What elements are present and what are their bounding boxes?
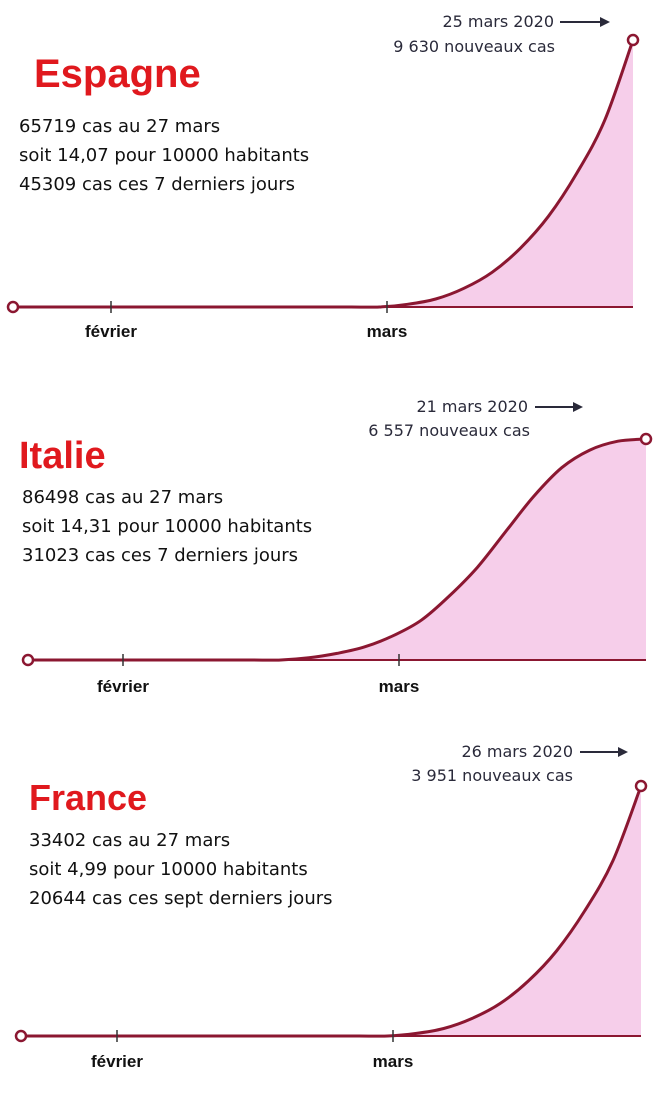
italie-area-fill [28, 439, 646, 661]
france-curve-line [21, 785, 643, 1038]
france-annotation-date: 26 mars 2020 [461, 742, 573, 761]
france-tick-label-mars: mars [373, 1052, 414, 1071]
italie-end-marker [639, 432, 653, 446]
france-stat-cases: 33402 cas au 27 mars [29, 830, 230, 851]
france-title: France [29, 777, 147, 818]
italie-stat-rate: soit 14,31 pour 10000 habitants [22, 516, 312, 537]
espagne-area-fill [13, 40, 633, 308]
espagne-stat-rate: soit 14,07 pour 10000 habitants [19, 145, 309, 166]
italie-title: Italie [19, 435, 106, 477]
panel-france: février mars France 33402 cas au 27 mars… [14, 742, 648, 1071]
italie-annotation-arrow-icon [573, 402, 583, 412]
italie-annotation-date: 21 mars 2020 [416, 397, 528, 416]
france-end-marker [634, 779, 648, 793]
france-stat-week: 20644 cas ces sept derniers jours [29, 888, 333, 909]
france-tick-label-fevrier: février [91, 1052, 143, 1071]
espagne-tick-label-mars: mars [367, 322, 408, 341]
espagne-tick-label-fevrier: février [85, 322, 137, 341]
france-annotation-arrow-icon [618, 747, 628, 757]
espagne-annotation-date: 25 mars 2020 [442, 12, 554, 31]
italie-stat-cases: 86498 cas au 27 mars [22, 487, 223, 508]
france-start-marker [14, 1029, 28, 1043]
italie-stat-week: 31023 cas ces 7 derniers jours [22, 545, 298, 566]
espagne-stat-week: 45309 cas ces 7 derniers jours [19, 174, 295, 195]
espagne-start-marker [6, 300, 20, 314]
espagne-annotation-arrow-icon [600, 17, 610, 27]
espagne-stat-cases: 65719 cas au 27 mars [19, 116, 220, 137]
panel-espagne: février mars Espagne 65719 cas au 27 mar… [6, 12, 640, 341]
panel-italie: février mars Italie 86498 cas au 27 mars… [19, 397, 653, 696]
italie-annotation-value: 6 557 nouveaux cas [368, 421, 530, 440]
france-stat-rate: soit 4,99 pour 10000 habitants [29, 859, 308, 880]
italie-tick-label-mars: mars [379, 677, 420, 696]
italie-start-marker [21, 653, 35, 667]
france-area-fill [21, 786, 641, 1037]
espagne-curve-line [12, 39, 635, 309]
france-annotation-value: 3 951 nouveaux cas [411, 766, 573, 785]
espagne-title: Espagne [34, 52, 201, 96]
italie-tick-label-fevrier: février [97, 677, 149, 696]
espagne-annotation-value: 9 630 nouveaux cas [393, 37, 555, 56]
espagne-end-marker [626, 33, 640, 47]
italie-curve-line [28, 437, 647, 662]
